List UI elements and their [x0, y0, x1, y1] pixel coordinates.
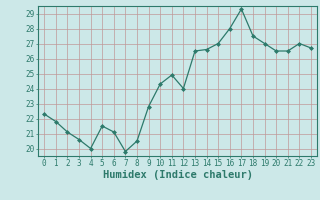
X-axis label: Humidex (Indice chaleur): Humidex (Indice chaleur): [103, 170, 252, 180]
